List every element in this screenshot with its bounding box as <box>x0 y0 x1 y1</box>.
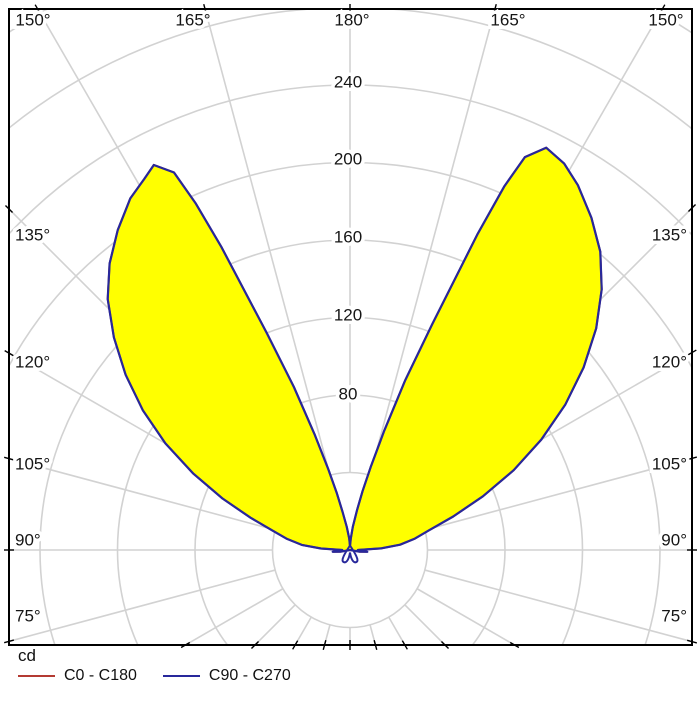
grid-ray <box>369 9 496 476</box>
angle-label-right: 75° <box>661 606 687 625</box>
legend-line-swatch-c0-c180 <box>18 675 55 677</box>
curve-c90-c270 <box>106 146 603 553</box>
grid-ray <box>424 457 692 531</box>
grid-ray <box>204 9 331 476</box>
angle-label-top: 150° <box>15 10 50 29</box>
angle-label-left: 135° <box>15 225 50 244</box>
angle-label-top: 165° <box>175 10 210 29</box>
radial-tick-label: 120 <box>334 305 362 324</box>
angle-label-top: 150° <box>648 10 683 29</box>
intensity-curves <box>106 146 603 564</box>
grid-ray <box>9 569 276 643</box>
legend-line-swatch-c90-c270 <box>162 675 200 677</box>
angle-label-left: 120° <box>15 352 50 371</box>
angle-label-left: 90° <box>15 530 41 549</box>
angle-label-right: 120° <box>652 352 687 371</box>
legend-items: C0 - C180 C90 - C270 <box>18 667 678 685</box>
grid-ray <box>9 457 276 531</box>
angle-label-top: 165° <box>490 10 525 29</box>
chart-border <box>8 8 693 646</box>
radial-tick-label: 160 <box>334 227 362 246</box>
intensity-area-fill <box>107 147 602 552</box>
chart-legend: cd C0 - C180 C90 - C270 <box>18 646 678 685</box>
legend-label-c90-c270: C90 - C270 <box>208 667 291 684</box>
angle-label-top: 180° <box>334 10 369 29</box>
grid-ray <box>424 569 692 643</box>
radial-tick-label: 80 <box>339 384 358 403</box>
legend-unit-label: cd <box>18 646 36 665</box>
angle-label-left: 105° <box>15 454 50 473</box>
center-knot <box>341 544 359 564</box>
angle-label-right: 90° <box>661 530 687 549</box>
angle-label-left: 75° <box>15 606 41 625</box>
axis-labels: 150° 165° 180° 165° 150° 135° 120° 105° 90° 75° 13… <box>12 7 691 629</box>
radial-tick-label: 200 <box>334 149 362 168</box>
radial-tick-label: 240 <box>334 72 362 91</box>
angle-label-right: 135° <box>652 225 687 244</box>
legend-item-c90-c270: C90 - C270 <box>162 667 291 685</box>
legend-item-c0-c180: C0 - C180 <box>18 667 137 685</box>
angle-label-right: 105° <box>652 454 687 473</box>
legend-label-c0-c180: C0 - C180 <box>64 667 137 684</box>
